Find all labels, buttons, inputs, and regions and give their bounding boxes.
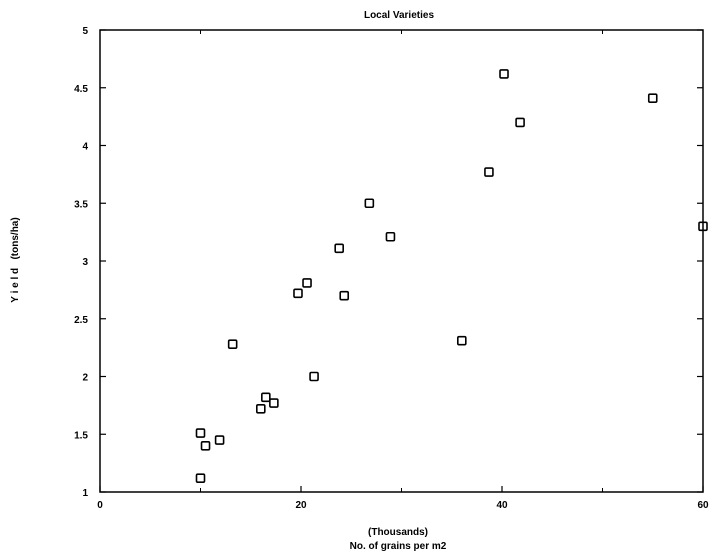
data-point xyxy=(364,198,375,209)
data-point xyxy=(309,371,319,382)
chart-title: Local Varieties xyxy=(364,10,434,21)
x-tick-label: 60 xyxy=(697,500,709,511)
x-axis-label: No. of grains per m2 xyxy=(350,541,447,552)
y-axis: 1 1.5 2 2.5 3 3.5 4 4.5 5 xyxy=(74,26,703,499)
y-axis-label: Y i e l d (tons/ha) xyxy=(10,217,21,302)
data-point xyxy=(255,404,266,414)
data-point xyxy=(515,117,525,128)
y-tick-label: 1 xyxy=(82,488,88,499)
data-point xyxy=(195,473,206,483)
data-point xyxy=(499,69,509,79)
y-tick-label: 4.5 xyxy=(74,84,88,95)
data-point xyxy=(647,93,658,103)
data-point xyxy=(227,339,238,349)
data-point xyxy=(302,278,312,288)
data-point xyxy=(484,167,494,177)
y-tick-label: 1.5 xyxy=(74,430,88,441)
x-axis: 0 20 40 60 xyxy=(97,30,709,511)
data-point xyxy=(456,335,467,346)
plot-area xyxy=(99,29,704,493)
data-point xyxy=(214,435,225,445)
data-point xyxy=(334,243,344,254)
y-tick-label: 3 xyxy=(82,257,88,268)
data-point xyxy=(698,221,708,232)
x-tick-label: 0 xyxy=(97,500,103,511)
plot-frame xyxy=(99,29,704,493)
data-point xyxy=(261,392,271,403)
y-tick-label: 2.5 xyxy=(74,315,88,326)
data-point xyxy=(195,428,206,438)
y-tick-label: 2 xyxy=(82,373,88,384)
data-point xyxy=(385,231,396,242)
data-point xyxy=(200,440,211,451)
y-tick-label: 4 xyxy=(82,142,88,153)
x-tick-label: 20 xyxy=(295,500,307,511)
x-tick-label: 40 xyxy=(496,500,508,511)
data-points xyxy=(195,69,708,483)
data-point xyxy=(293,288,303,299)
y-tick-label: 3.5 xyxy=(74,199,88,210)
x-axis-unit: (Thousands) xyxy=(368,527,428,538)
y-tick-label: 5 xyxy=(82,26,88,37)
data-point xyxy=(339,290,350,301)
data-point xyxy=(269,398,279,408)
